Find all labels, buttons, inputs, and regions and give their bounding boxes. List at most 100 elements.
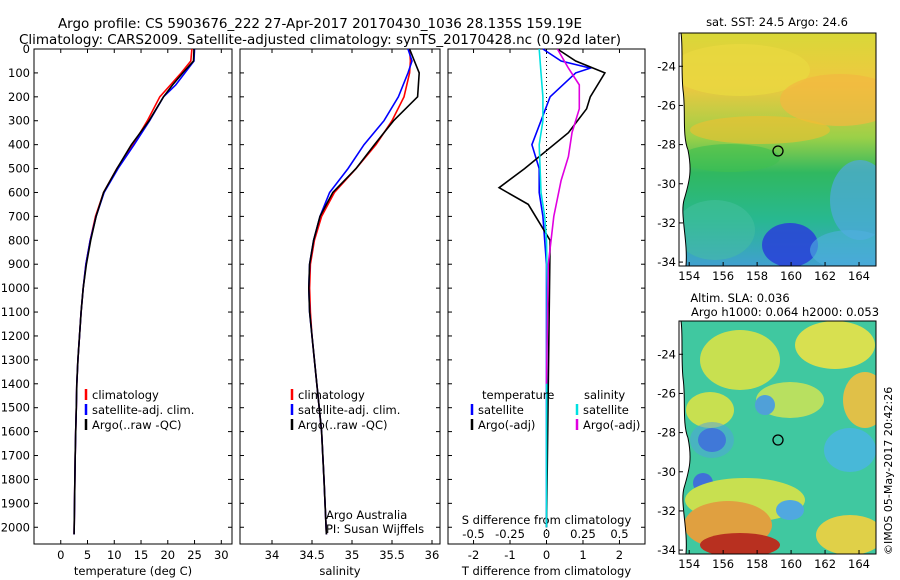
sst-map-lon-label: 158 — [746, 269, 768, 283]
sla-map-lon-label: 164 — [848, 557, 870, 571]
series-line-temperature-argo-adj- — [497, 48, 607, 528]
salinity-diff-tick-label: -0.25 — [495, 527, 525, 541]
depth-tick-label: 1800 — [1, 472, 30, 486]
legend-label: satellite-adj. clim. — [298, 403, 400, 417]
sst-map-title: sat. SST: 24.5 Argo: 24.6 — [706, 15, 848, 29]
depth-tick-label: 500 — [8, 162, 30, 176]
depth-tick-label: 700 — [8, 209, 30, 223]
temperature-xtick-label: 0 — [57, 548, 64, 562]
difference-xtick-label: 1 — [579, 548, 586, 562]
temperature-xtick-label: 25 — [187, 548, 202, 562]
series-line-argo-raw-qc- — [73, 48, 195, 535]
salinity-xtick-label: 34 — [265, 548, 280, 562]
legend-label: climatology — [298, 388, 365, 402]
sst-map-lon-label: 156 — [712, 269, 734, 283]
sla-map-lat-label: -32 — [657, 504, 676, 518]
temperature-xtick-label: 20 — [160, 548, 175, 562]
difference-xlabel: T difference from climatology — [461, 564, 632, 578]
temperature-panel: 0100200300400500600700800900100011001200… — [1, 42, 233, 578]
series-line-satellite-adj-clim- — [73, 48, 196, 535]
salinity-frame — [239, 48, 441, 545]
salinity-xtick-label: 35 — [345, 548, 360, 562]
temperature-xtick-label: 5 — [84, 548, 91, 562]
difference-xtick-label: 2 — [616, 548, 623, 562]
sla-map: 154 156 158 160 162 164 -24 -26 -28 -30 -32 -34 — [657, 320, 877, 571]
depth-tick-label: 1200 — [1, 329, 30, 343]
series-line-climatology — [308, 48, 412, 535]
depth-tick-label: 1100 — [1, 305, 30, 319]
series-line-argo-raw-qc- — [307, 48, 421, 535]
legend-label: satellite — [583, 403, 629, 417]
temperature-xtick-label: 30 — [214, 548, 229, 562]
difference-xtick-label: 0 — [543, 548, 550, 562]
depth-tick-label: 300 — [8, 114, 30, 128]
legend-label: Argo(..raw -QC) — [298, 418, 388, 432]
series-line-satellite-adj-clim- — [307, 48, 413, 535]
sst-map-lat-label: -26 — [657, 98, 676, 112]
depth-tick-label: 1000 — [1, 281, 30, 295]
sst-map-lon-label: 164 — [848, 269, 870, 283]
sla-map-lat-label: -34 — [657, 543, 676, 557]
sla-map-lon-label: 154 — [678, 557, 700, 571]
series-line-climatology — [73, 48, 193, 535]
salinity-xlabel: salinity — [319, 564, 360, 578]
depth-tick-label: 1300 — [1, 353, 30, 367]
title-line-2: Climatology: CARS2009. Satellite-adjuste… — [18, 32, 622, 48]
sst-map-lat-label: -24 — [657, 59, 676, 73]
depth-tick-label: 1600 — [1, 425, 30, 439]
depth-tick-label: 2000 — [1, 520, 30, 534]
sla-map-lon-label: 158 — [746, 557, 768, 571]
salinity-diff-tick-label: 0 — [543, 527, 550, 541]
sst-map: 154 156 158 160 162 164 -24 -26 -28 -30 -32 -34 — [657, 32, 877, 283]
sla-map-subtitle: Argo h1000: 0.064 h2000: 0.053 — [691, 305, 879, 319]
series-line-salinity-argo-adj- — [545, 48, 581, 384]
depth-tick-label: 600 — [8, 185, 30, 199]
sla-map-lat-label: -24 — [657, 347, 676, 361]
sst-map-lon-label: 160 — [780, 269, 802, 283]
temperature-xlabel: temperature (deg C) — [74, 564, 192, 578]
difference-xtick-label: -2 — [468, 548, 479, 562]
legend-label: climatology — [92, 388, 159, 402]
depth-tick-label: 800 — [8, 233, 30, 247]
imos-timestamp: ©IMOS 05-May-2017 20:42:26 — [882, 386, 895, 555]
sst-map-lat-label: -30 — [657, 177, 676, 191]
salinity-panel: 34 34.5 35 35.5 36 salinity climatologysatelli… — [239, 48, 441, 578]
depth-tick-label: 100 — [8, 66, 30, 80]
depth-tick-label: 1500 — [1, 401, 30, 415]
argo-australia-credit: Argo Australia — [326, 508, 407, 522]
sst-map-lon-label: 154 — [678, 269, 700, 283]
salinity-diff-tick-label: 0.5 — [610, 527, 628, 541]
salinity-diff-tick-label: 0.25 — [570, 527, 596, 541]
salinity-xtick-label: 34.5 — [299, 548, 325, 562]
legend-label: Argo(-adj) — [583, 418, 640, 432]
series-line-temperature-satellite — [531, 48, 594, 528]
sst-map-lat-label: -28 — [657, 138, 676, 152]
temperature-frame — [33, 48, 233, 545]
sla-map-lat-label: -26 — [657, 386, 676, 400]
sla-map-title: Altim. SLA: 0.036 — [690, 291, 789, 305]
sla-map-lat-label: -28 — [657, 426, 676, 440]
legend-label: satellite — [478, 403, 524, 417]
sla-map-lon-label: 156 — [712, 557, 734, 571]
salinity-xtick-label: 35.5 — [379, 548, 405, 562]
salinity-xtick-label: 36 — [425, 548, 440, 562]
legend-label: Argo(-adj) — [478, 418, 535, 432]
depth-tick-label: 200 — [8, 90, 30, 104]
legend-header-temperature: temperature — [482, 388, 554, 402]
pi-credit: PI: Susan Wijffels — [326, 522, 424, 536]
depth-tick-label: 1400 — [1, 377, 30, 391]
depth-tick-label: 0 — [23, 42, 30, 56]
sla-map-lon-label: 160 — [780, 557, 802, 571]
legend-label: satellite-adj. clim. — [92, 403, 194, 417]
temperature-xtick-label: 10 — [107, 548, 122, 562]
sst-map-lat-label: -32 — [657, 216, 676, 230]
sst-map-lat-label: -34 — [657, 255, 676, 269]
title-line-1: Argo profile: CS 5903676_222 27-Apr-2017… — [57, 16, 583, 32]
depth-tick-label: 1900 — [1, 496, 30, 510]
sla-map-lat-label: -30 — [657, 465, 676, 479]
sla-argo-marker — [772, 434, 784, 446]
sst-map-lon-label: 162 — [814, 269, 836, 283]
depth-tick-label: 900 — [8, 257, 30, 271]
